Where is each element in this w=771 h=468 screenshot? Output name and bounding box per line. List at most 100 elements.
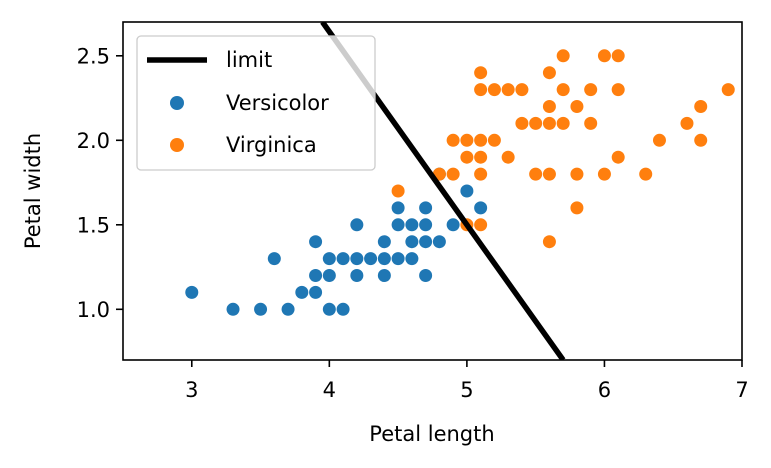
x-tick-label: 5 bbox=[460, 378, 473, 402]
point-virginica bbox=[460, 133, 474, 147]
point-versicolor bbox=[377, 269, 391, 282]
point-versicolor bbox=[405, 218, 419, 232]
point-versicolor bbox=[405, 235, 419, 249]
legend-limit-label: limit bbox=[226, 48, 272, 72]
point-virginica bbox=[474, 133, 488, 147]
point-versicolor bbox=[405, 252, 419, 266]
point-virginica bbox=[542, 235, 556, 249]
point-virginica bbox=[474, 218, 488, 232]
point-versicolor bbox=[336, 302, 350, 316]
point-versicolor bbox=[391, 252, 405, 266]
point-virginica bbox=[501, 83, 515, 97]
point-versicolor bbox=[419, 218, 433, 232]
point-versicolor bbox=[432, 235, 446, 249]
legend: limit Versicolor Virginica bbox=[136, 35, 376, 171]
point-versicolor bbox=[226, 302, 240, 316]
x-tick-label: 4 bbox=[323, 378, 336, 402]
point-virginica bbox=[542, 66, 556, 80]
point-virginica bbox=[721, 83, 735, 97]
legend-virginica-swatch bbox=[170, 138, 184, 152]
point-virginica bbox=[529, 116, 543, 130]
point-virginica bbox=[542, 100, 556, 113]
point-versicolor bbox=[446, 218, 460, 232]
point-virginica bbox=[529, 167, 543, 181]
point-versicolor bbox=[419, 201, 433, 215]
x-tick-label: 6 bbox=[598, 378, 611, 402]
point-versicolor bbox=[336, 252, 350, 266]
point-versicolor bbox=[419, 269, 433, 282]
point-virginica bbox=[570, 201, 584, 215]
point-versicolor bbox=[295, 285, 309, 299]
point-virginica bbox=[391, 184, 405, 198]
x-tick-label: 3 bbox=[185, 378, 198, 402]
point-virginica bbox=[694, 100, 708, 113]
point-virginica bbox=[611, 49, 625, 63]
point-virginica bbox=[487, 83, 501, 97]
point-virginica bbox=[474, 66, 488, 80]
point-versicolor bbox=[322, 269, 336, 282]
point-versicolor bbox=[350, 218, 364, 232]
point-virginica bbox=[570, 100, 584, 113]
point-versicolor bbox=[309, 285, 323, 299]
point-virginica bbox=[460, 150, 474, 164]
point-versicolor bbox=[377, 252, 391, 266]
point-virginica bbox=[556, 49, 570, 63]
point-versicolor bbox=[350, 252, 364, 266]
point-versicolor bbox=[309, 235, 323, 249]
y-tick-label: 1.0 bbox=[77, 298, 110, 322]
point-virginica bbox=[597, 49, 611, 63]
y-axis-ticks: 1.0 1.5 2.0 2.5 bbox=[77, 44, 123, 322]
point-versicolor bbox=[377, 235, 391, 249]
point-versicolor bbox=[364, 252, 378, 266]
point-versicolor bbox=[281, 302, 295, 316]
point-virginica bbox=[515, 83, 529, 97]
y-axis-label: Petal width bbox=[21, 133, 45, 249]
point-versicolor bbox=[460, 184, 474, 198]
point-versicolor bbox=[267, 252, 281, 266]
point-virginica bbox=[474, 167, 488, 181]
point-versicolor bbox=[419, 235, 433, 249]
point-virginica bbox=[584, 83, 598, 97]
point-versicolor bbox=[309, 269, 323, 282]
point-versicolor bbox=[254, 302, 268, 316]
x-tick-label: 7 bbox=[735, 378, 748, 402]
point-virginica bbox=[542, 116, 556, 130]
point-virginica bbox=[446, 133, 460, 147]
x-axis-label: Petal length bbox=[369, 422, 494, 446]
point-virginica bbox=[694, 133, 708, 147]
point-virginica bbox=[597, 167, 611, 181]
point-virginica bbox=[611, 150, 625, 164]
point-virginica bbox=[652, 133, 666, 147]
point-virginica bbox=[556, 83, 570, 97]
point-virginica bbox=[501, 150, 515, 164]
point-virginica bbox=[639, 167, 653, 181]
y-tick-label: 2.5 bbox=[77, 44, 110, 68]
plot-frame bbox=[122, 21, 743, 361]
legend-versicolor-label: Versicolor bbox=[226, 91, 329, 115]
y-tick-label: 1.5 bbox=[77, 213, 110, 237]
point-virginica bbox=[680, 116, 694, 130]
y-tick-label: 2.0 bbox=[77, 129, 110, 153]
point-virginica bbox=[556, 116, 570, 130]
point-versicolor bbox=[391, 201, 405, 215]
legend-box bbox=[136, 35, 376, 171]
point-versicolor bbox=[350, 269, 364, 282]
point-virginica bbox=[515, 116, 529, 130]
point-virginica bbox=[542, 167, 556, 181]
point-virginica bbox=[584, 116, 598, 130]
point-versicolor bbox=[474, 201, 488, 215]
point-virginica bbox=[446, 167, 460, 181]
point-versicolor bbox=[391, 218, 405, 232]
point-versicolor bbox=[322, 302, 336, 316]
legend-virginica-label: Virginica bbox=[226, 133, 317, 157]
point-virginica bbox=[487, 133, 501, 147]
series-virginica bbox=[391, 49, 735, 249]
point-versicolor bbox=[322, 252, 336, 266]
point-versicolor bbox=[185, 285, 199, 299]
point-virginica bbox=[570, 167, 584, 181]
point-virginica bbox=[611, 83, 625, 97]
point-virginica bbox=[474, 150, 488, 164]
legend-versicolor-swatch bbox=[170, 96, 184, 110]
x-axis-ticks: 3 4 5 6 7 bbox=[185, 360, 749, 402]
